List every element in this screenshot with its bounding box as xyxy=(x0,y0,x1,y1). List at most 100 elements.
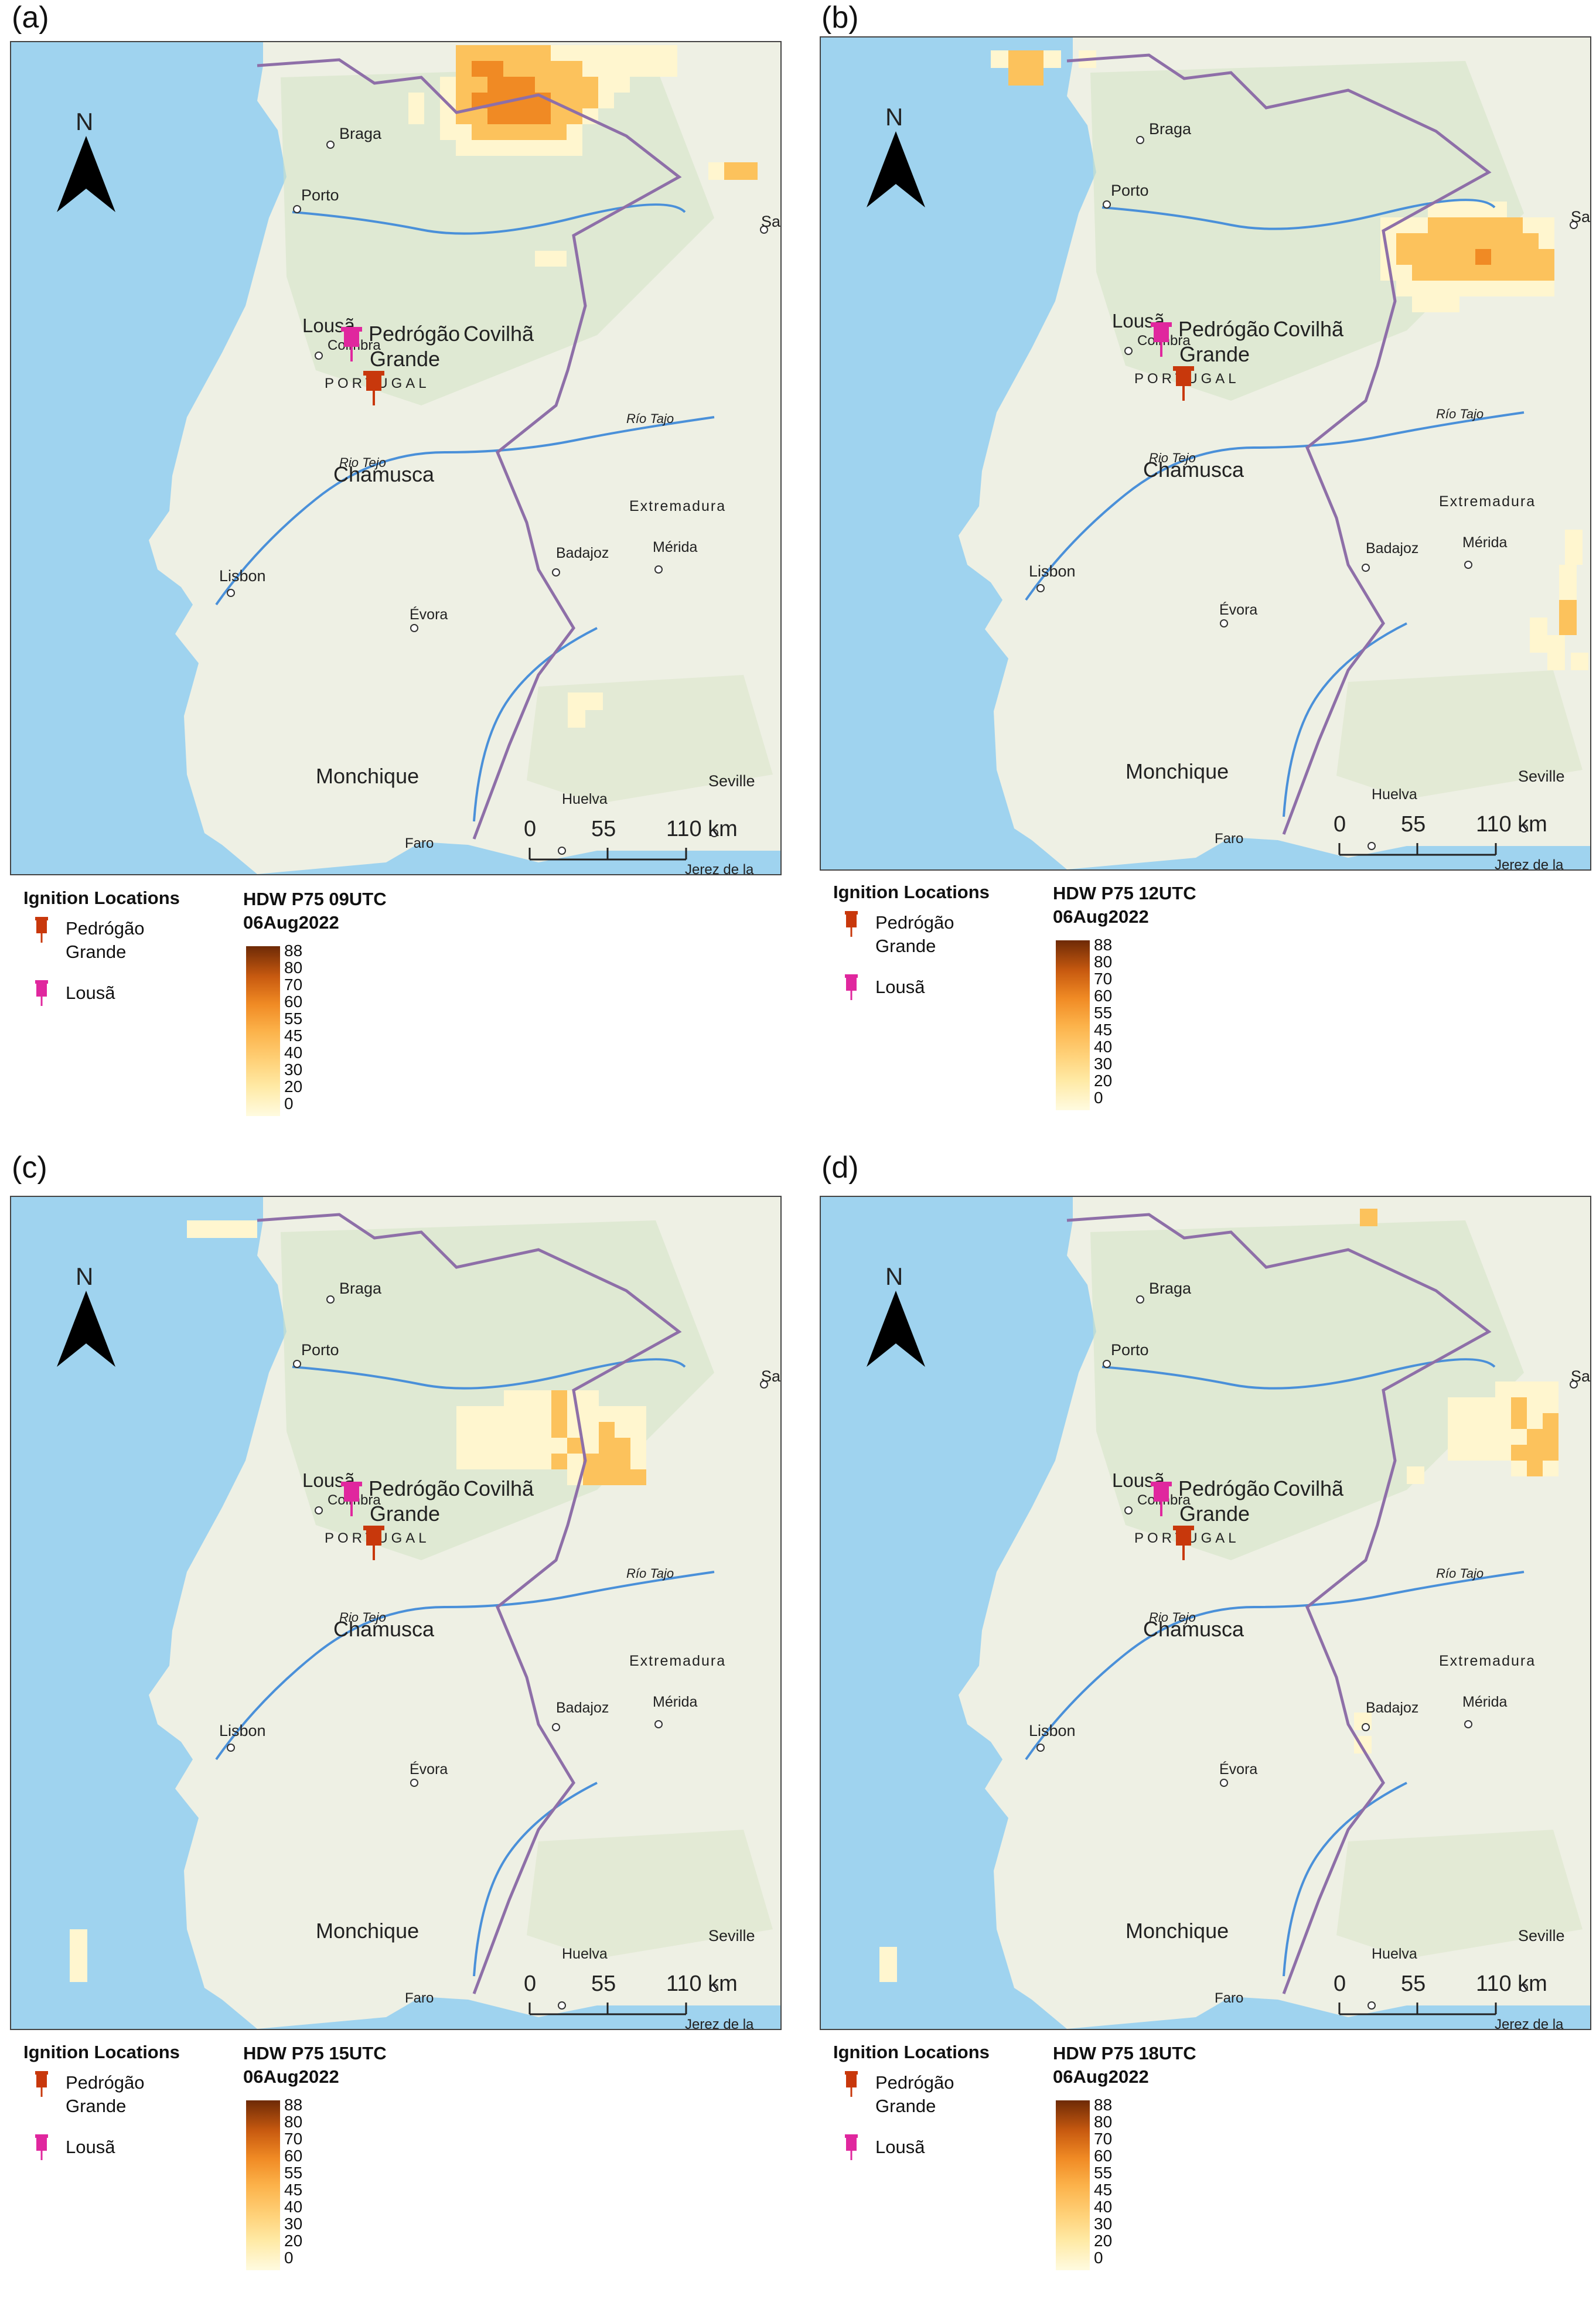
hdw-cell xyxy=(1547,635,1565,653)
hdw-cell xyxy=(615,1422,630,1438)
label-faro: Faro xyxy=(405,1990,434,2006)
legend-c: Ignition Locations Pedrógão Grande Lousã HD… xyxy=(18,2042,787,2323)
hdw-cell xyxy=(1475,281,1491,296)
city-marker-icon xyxy=(710,829,718,837)
ignition-title: Ignition Locations xyxy=(23,888,180,908)
hdw-cell xyxy=(1412,281,1428,296)
hdw-cell xyxy=(1559,618,1577,635)
label-faro: Faro xyxy=(405,835,434,851)
hdw-cell xyxy=(1530,635,1547,653)
scale-bar: 0 55 110 km xyxy=(524,1971,738,2015)
scale-label-0: 0 xyxy=(1334,1971,1346,1996)
hdw-cell xyxy=(583,1438,599,1454)
legend-d: Ignition Locations Pedrógão Grande Lousã HD… xyxy=(827,2042,1596,2323)
north-label: N xyxy=(885,103,903,131)
label-pedrogao: Pedrógão xyxy=(1178,317,1270,341)
hdw-cell xyxy=(551,1454,567,1469)
hdw-cell xyxy=(582,93,598,108)
hdw-cell xyxy=(1543,1413,1559,1429)
hdw-colorbar xyxy=(246,946,280,1116)
hdw-cell xyxy=(615,1438,630,1454)
hdw-cell xyxy=(1412,217,1428,233)
label-jerez: Jerez de la xyxy=(1495,2017,1564,2029)
label-lisbon: Lisbon xyxy=(1029,562,1076,580)
hdw-cell xyxy=(472,77,487,93)
hdw-cell xyxy=(1448,1445,1464,1461)
hdw-cell xyxy=(536,1438,551,1454)
scale-label-55: 55 xyxy=(1401,812,1426,837)
city-marker-icon xyxy=(1367,2001,1376,2010)
label-chamusca: Chamusca xyxy=(1143,458,1244,482)
hdw-cell xyxy=(599,1454,615,1469)
hdw-cell xyxy=(551,77,567,93)
hdw-cell xyxy=(1396,233,1412,249)
scale-label-55: 55 xyxy=(591,817,616,841)
label-merida: Mérida xyxy=(1462,1694,1508,1710)
hdw-legend-title: HDW P75 18UTC 06Aug2022 xyxy=(1053,2043,1196,2087)
city-marker-icon xyxy=(1362,1723,1370,1731)
label-chamusca: Chamusca xyxy=(333,462,435,486)
hdw-cell xyxy=(1008,68,1026,86)
north-label: N xyxy=(76,108,93,135)
city-marker-icon xyxy=(1367,842,1376,850)
label-monchique: Monchique xyxy=(1126,1919,1229,1943)
scale-bar: 0 55 110 km xyxy=(524,817,738,861)
hdw-cell xyxy=(1527,1381,1543,1397)
panel-letter-d: (d) xyxy=(821,1151,859,1185)
hdw-cell xyxy=(1464,1413,1479,1429)
label-extremadura: Extremadura xyxy=(1439,1653,1536,1669)
label-chamusca: Chamusca xyxy=(333,1617,435,1641)
hdw-cell xyxy=(1459,281,1475,296)
colorbar-tick: 45 xyxy=(284,1026,303,1045)
hdw-cell xyxy=(456,124,472,140)
hdw-cell xyxy=(519,45,535,61)
city-marker-icon xyxy=(410,624,418,632)
tagus-river xyxy=(215,1571,715,1761)
city-marker-icon xyxy=(326,1295,335,1304)
colorbar-tick: 20 xyxy=(1094,1072,1113,1090)
hdw-cell xyxy=(520,1422,536,1438)
guadiana-river xyxy=(1283,1782,1407,1977)
hdw-cell xyxy=(456,1438,472,1454)
hdw-cell xyxy=(585,693,603,710)
hdw-cell xyxy=(1559,582,1577,600)
hdw-cell xyxy=(1539,281,1554,296)
scale-label-55: 55 xyxy=(1401,1971,1426,1996)
hdw-cell xyxy=(630,1422,646,1438)
colorbar-tick: 0 xyxy=(1094,2249,1103,2267)
hdw-cell xyxy=(1459,265,1475,281)
hdw-cell xyxy=(1559,600,1577,618)
colorbar-tick: 70 xyxy=(284,975,303,994)
map-canvas: NBragaPortoLousãCoimbraPedrógãoCovilhãGr… xyxy=(11,42,780,874)
city-marker-icon xyxy=(1124,1506,1133,1514)
city-marker-icon xyxy=(552,1723,560,1731)
hdw-cell xyxy=(1495,1397,1511,1413)
label-porto: Porto xyxy=(301,186,339,204)
hdw-cell xyxy=(503,124,519,140)
hdw-cell xyxy=(70,1929,87,1947)
pedrogao-legend-label: Pedrógão Grande xyxy=(875,2072,954,2116)
label-faro: Faro xyxy=(1215,1990,1243,2006)
colorbar-tick: 30 xyxy=(1094,1055,1113,1073)
colorbar-tick: 80 xyxy=(284,958,303,977)
label-lisbon: Lisbon xyxy=(219,1722,266,1739)
hdw-cell xyxy=(551,140,567,156)
colorbar-tick: 45 xyxy=(284,2181,303,2199)
colorbar-tick: 40 xyxy=(1094,2198,1113,2216)
hdw-cell xyxy=(1511,1381,1527,1397)
legend-b: Ignition Locations Pedrógão Grande Lousã HD… xyxy=(827,882,1596,1163)
city-marker-icon xyxy=(227,1744,235,1752)
hdw-cell xyxy=(487,108,503,124)
hdw-cell xyxy=(456,1454,472,1469)
scale-label-110: 110 km xyxy=(1476,1971,1547,1996)
lousa-pin-icon xyxy=(1151,1482,1172,1516)
colorbar-tick: 55 xyxy=(284,1009,303,1028)
pedrogao-legend-label: Pedrógão Grande xyxy=(66,918,145,962)
hdw-cell xyxy=(1495,1381,1511,1397)
map-panel-b: NBragaPortoLousãCoimbraPedrógãoCovilhãGr… xyxy=(820,36,1591,871)
city-marker-icon xyxy=(1036,1744,1045,1752)
hdw-cell xyxy=(408,93,424,108)
lousa-pin-icon xyxy=(341,327,362,361)
colorbar-tick: 70 xyxy=(1094,970,1113,988)
label-sa: Sa xyxy=(1571,208,1590,226)
